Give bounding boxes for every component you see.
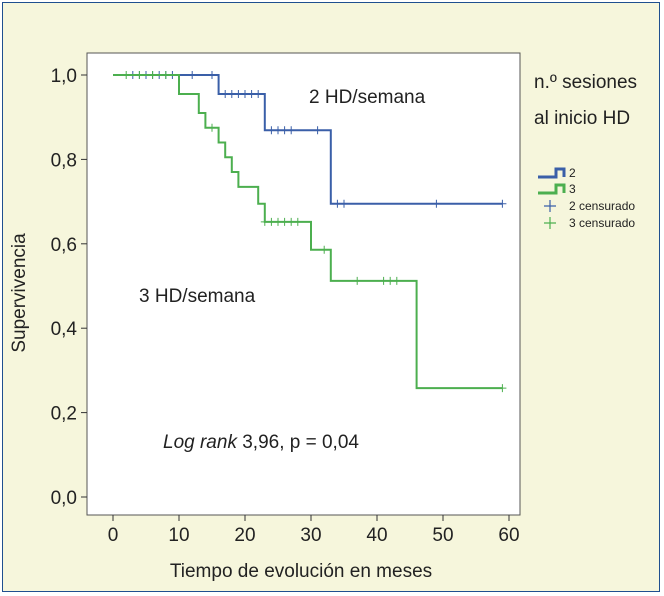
y-tick-label: 0,6 (51, 235, 77, 256)
x-tick-label: 30 (300, 525, 321, 546)
legend-censored-mark-2 (544, 200, 556, 212)
survival-chart: 0 10 20 30 40 50 60 0,0 0,2 0,4 0,6 0,8 1,0 Superviv… (9, 52, 637, 582)
x-axis-title: Tiempo de evolución en meses (170, 561, 432, 582)
y-tick-label: 0,8 (51, 150, 77, 171)
censored-mark-2 (287, 126, 296, 135)
x-tick-label: 10 (168, 525, 189, 546)
x-tick-label: 60 (498, 525, 519, 546)
legend-label-3: 3 (569, 182, 576, 196)
logrank-italic: Log rank (163, 432, 238, 453)
censored-mark-2 (340, 199, 348, 208)
censored-mark-2 (208, 71, 216, 79)
legend-line-3 (538, 183, 566, 195)
censored-mark-2 (188, 71, 197, 79)
legend-label-2: 2 (569, 166, 576, 180)
censored-mark-3 (208, 123, 216, 132)
censored-mark-2 (313, 126, 322, 135)
legend-line-2 (538, 167, 566, 179)
x-tick-label: 20 (234, 525, 255, 546)
y-tick-label: 0,4 (51, 319, 78, 340)
censored-mark-3 (293, 217, 302, 226)
censored-mark-3 (135, 71, 144, 79)
censored-mark-3 (498, 384, 507, 393)
censored-mark-3 (161, 71, 170, 79)
y-tick-label: 0,2 (51, 404, 77, 425)
y-axis-title: Supervivencia (9, 233, 30, 353)
legend-title-line2: al inicio HD (534, 108, 630, 129)
censored-mark-3 (320, 245, 329, 254)
legend-title-line1: n.º sesiones (534, 72, 637, 93)
annotation-3hd: 3 HD/semana (139, 286, 256, 307)
annotation-2hd: 2 HD/semana (309, 87, 426, 108)
legend: 2 3 2 censurado 3 censurado (538, 166, 635, 230)
legend-label-censored-3: 3 censurado (569, 216, 635, 230)
censored-mark-3 (353, 276, 362, 285)
annotation-logrank: Log rank 3,96, p = 0,04 (163, 432, 359, 453)
x-tick-label: 40 (366, 525, 387, 546)
censored-mark-2 (432, 199, 441, 208)
series-2-line (113, 74, 503, 205)
censored-mark-3 (148, 71, 157, 79)
x-tick-label: 50 (432, 525, 453, 546)
legend-censored-mark-3 (544, 217, 556, 229)
legend-label-censored-2: 2 censurado (569, 199, 635, 213)
censored-mark-3 (392, 276, 401, 285)
y-tick-label: 1,0 (51, 66, 77, 87)
x-tick-label: 0 (108, 525, 119, 546)
y-tick-label: 0,0 (51, 488, 77, 509)
censored-mark-2 (498, 199, 507, 208)
censored-mark-2 (254, 89, 263, 98)
logrank-value: 3,96, p = 0,04 (237, 432, 359, 453)
censored-mark-3 (122, 71, 131, 79)
